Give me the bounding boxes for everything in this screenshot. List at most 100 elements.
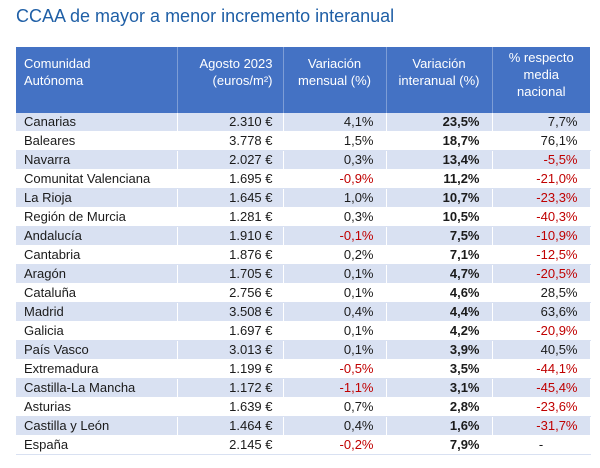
regions-price-table: Comunidad Autónoma Agosto 2023 (euros/m²… bbox=[16, 47, 591, 455]
cell-region: Asturias bbox=[16, 397, 178, 417]
cell-monthly-change: 0,3% bbox=[283, 207, 387, 227]
header-monthly-line2: mensual (%) bbox=[298, 73, 371, 88]
header-annual-line1: Variación bbox=[412, 56, 466, 71]
cell-monthly-change: 1,0% bbox=[283, 188, 387, 208]
cell-monthly-change: 0,1% bbox=[283, 340, 387, 360]
cell-price: 2.310 € bbox=[177, 113, 284, 132]
table-row: Extremadura 1.199 € -0,5% 3,5% -44,1% bbox=[16, 359, 591, 379]
cell-price: 1.645 € bbox=[177, 188, 284, 208]
cell-annual-change: 4,7% bbox=[386, 264, 493, 284]
table-row: Madrid 3.508 €0,4% 4,4% 63,6% bbox=[16, 302, 591, 322]
cell-annual-change: 1,6% bbox=[386, 416, 493, 436]
header-price: Agosto 2023 (euros/m²) bbox=[177, 47, 284, 113]
cell-price: 3.013 € bbox=[177, 340, 284, 360]
cell-annual-change: 13,4% bbox=[386, 150, 493, 170]
cell-region: Cataluña bbox=[16, 283, 178, 303]
cell-annual-change: 7,5% bbox=[386, 226, 493, 246]
cell-annual-change: 11,2% bbox=[386, 169, 493, 189]
header-row: Comunidad Autónoma Agosto 2023 (euros/m²… bbox=[16, 47, 590, 113]
cell-monthly-change: 1,5% bbox=[283, 131, 387, 151]
cell-region: País Vasco bbox=[16, 340, 178, 360]
cell-annual-change: 4,6% bbox=[386, 283, 493, 303]
header-national-line1: % respecto bbox=[508, 50, 574, 65]
cell-price: 1.172 € bbox=[177, 378, 284, 398]
table-row: Comunitat Valenciana 1.695 € -0,9% 11,2% -21… bbox=[16, 169, 591, 189]
cell-price: 3.508 € bbox=[177, 302, 284, 322]
cell-price: 3.778 € bbox=[177, 131, 284, 151]
cell-price: 1.876 € bbox=[177, 245, 284, 265]
cell-monthly-change: -1,1% bbox=[283, 378, 387, 398]
table-row: Baleares 3.778 €1,5% 18,7% 76,1% bbox=[16, 131, 591, 151]
cell-annual-change: 7,1% bbox=[386, 245, 493, 265]
header-price-line2: (euros/m²) bbox=[212, 73, 273, 88]
cell-national-diff: -12,5% bbox=[492, 245, 591, 265]
cell-price: 1.910 € bbox=[177, 226, 284, 246]
cell-monthly-change: -0,2% bbox=[283, 435, 387, 455]
table-row: Aragón 1.705 €0,1% 4,7% -20,5% bbox=[16, 264, 591, 284]
header-monthly-line1: Variación bbox=[307, 56, 362, 71]
table-row: Asturias 1.639 €0,7% 2,8% -23,6% bbox=[16, 397, 591, 417]
cell-national-diff: 28,5% bbox=[492, 283, 591, 303]
cell-national-diff: 7,7% bbox=[492, 113, 591, 132]
cell-region: Cantabria bbox=[16, 245, 178, 265]
cell-national-diff: -20,5% bbox=[492, 264, 591, 284]
cell-price: 1.464 € bbox=[177, 416, 284, 436]
cell-price: 2.756 € bbox=[177, 283, 284, 303]
cell-region: La Rioja bbox=[16, 188, 178, 208]
cell-monthly-change: 0,1% bbox=[283, 264, 387, 284]
cell-annual-change: 10,5% bbox=[386, 207, 493, 227]
table-row: Galicia 1.697 €0,1% 4,2% -20,9% bbox=[16, 321, 591, 341]
cell-annual-change: 4,4% bbox=[386, 302, 493, 322]
cell-annual-change: 4,2% bbox=[386, 321, 493, 341]
table-row: España 2.145 € -0,2% 7,9% - bbox=[16, 435, 591, 455]
header-annual-line2: interanual (%) bbox=[398, 73, 480, 88]
cell-region: Aragón bbox=[16, 264, 178, 284]
cell-price: 1.199 € bbox=[177, 359, 284, 379]
cell-annual-change: 2,8% bbox=[386, 397, 493, 417]
cell-annual-change: 3,9% bbox=[386, 340, 493, 360]
cell-annual-change: 7,9% bbox=[386, 435, 493, 455]
cell-region: Andalucía bbox=[16, 226, 178, 246]
cell-national-diff: 40,5% bbox=[492, 340, 591, 360]
table-row: Región de Murcia 1.281 €0,3% 10,5% -40,3% bbox=[16, 207, 591, 227]
cell-annual-change: 23,5% bbox=[386, 113, 493, 132]
cell-region: Madrid bbox=[16, 302, 178, 322]
table-body: Canarias 2.310 €4,1% 23,5% 7,7% Baleares 3.77… bbox=[16, 113, 591, 455]
cell-region: Baleares bbox=[16, 131, 178, 151]
header-region-line1: Comunidad bbox=[24, 56, 91, 71]
cell-region: Navarra bbox=[16, 150, 178, 170]
cell-monthly-change: 0,4% bbox=[283, 416, 387, 436]
cell-price: 1.697 € bbox=[177, 321, 284, 341]
header-national: % respecto media nacional bbox=[492, 47, 590, 113]
cell-national-diff: -31,7% bbox=[492, 416, 591, 436]
cell-national-diff: -23,6% bbox=[492, 397, 591, 417]
cell-monthly-change: 0,1% bbox=[283, 283, 387, 303]
cell-price: 2.027 € bbox=[177, 150, 284, 170]
cell-national-diff: -21,0% bbox=[492, 169, 591, 189]
cell-monthly-change: 0,1% bbox=[283, 321, 387, 341]
table-row: Andalucía 1.910 € -0,1% 7,5% -10,9% bbox=[16, 226, 591, 246]
cell-monthly-change: 0,4% bbox=[283, 302, 387, 322]
cell-price: 1.281 € bbox=[177, 207, 284, 227]
table-row: Castilla y León 1.464 €0,4% 1,6% -31,7% bbox=[16, 416, 591, 436]
table-row: Canarias 2.310 €4,1% 23,5% 7,7% bbox=[16, 113, 591, 132]
cell-national-diff: -23,3% bbox=[492, 188, 591, 208]
cell-region: Galicia bbox=[16, 321, 178, 341]
cell-national-diff: -5,5% bbox=[492, 150, 591, 170]
table-row: Castilla-La Mancha 1.172 € -1,1% 3,1% -45,4% bbox=[16, 378, 591, 398]
header-monthly: Variación mensual (%) bbox=[283, 47, 387, 113]
header-national-line3: nacional bbox=[517, 84, 566, 99]
cell-monthly-change: -0,1% bbox=[283, 226, 387, 246]
cell-monthly-change: 4,1% bbox=[283, 113, 387, 132]
cell-monthly-change: 0,2% bbox=[283, 245, 387, 265]
header-price-line1: Agosto 2023 bbox=[199, 56, 273, 71]
cell-price: 1.705 € bbox=[177, 264, 284, 284]
cell-region: Castilla-La Mancha bbox=[16, 378, 178, 398]
header-annual: Variación interanual (%) bbox=[386, 47, 493, 113]
cell-price: 1.639 € bbox=[177, 397, 284, 417]
header-region-line2: Autónoma bbox=[24, 73, 84, 88]
cell-annual-change: 3,5% bbox=[386, 359, 493, 379]
cell-annual-change: 18,7% bbox=[386, 131, 493, 151]
cell-annual-change: 10,7% bbox=[386, 188, 493, 208]
cell-region: Comunitat Valenciana bbox=[16, 169, 178, 189]
